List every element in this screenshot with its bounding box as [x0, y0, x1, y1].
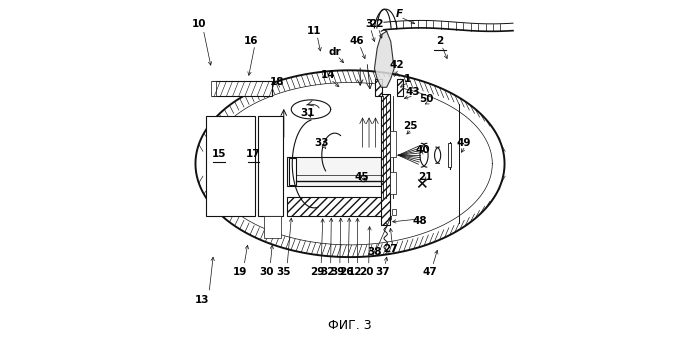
- Polygon shape: [374, 31, 394, 87]
- Text: 37: 37: [375, 267, 390, 277]
- Bar: [287, 197, 389, 216]
- Text: 47: 47: [422, 267, 438, 277]
- Text: 15: 15: [212, 149, 227, 159]
- Bar: [287, 157, 384, 186]
- Text: 20: 20: [359, 267, 374, 277]
- Text: 12: 12: [348, 267, 363, 277]
- Bar: [381, 94, 390, 225]
- Text: 49: 49: [456, 138, 471, 148]
- Text: 21: 21: [418, 172, 433, 182]
- Bar: [265, 216, 281, 238]
- Text: 2: 2: [436, 36, 444, 46]
- Text: 35: 35: [276, 267, 291, 277]
- Bar: [289, 158, 296, 185]
- Text: 14: 14: [321, 70, 335, 80]
- Text: 16: 16: [244, 36, 259, 46]
- Text: 48: 48: [412, 217, 427, 226]
- Text: F: F: [395, 9, 402, 19]
- Text: ФИГ. 3: ФИГ. 3: [328, 318, 372, 331]
- Bar: [375, 79, 382, 96]
- Text: 39: 39: [330, 267, 344, 277]
- Text: 17: 17: [246, 149, 260, 159]
- Bar: [448, 143, 452, 167]
- Text: 1: 1: [403, 74, 411, 84]
- Text: 10: 10: [192, 19, 206, 29]
- Text: 19: 19: [232, 267, 247, 277]
- Bar: [390, 172, 395, 194]
- Text: 26: 26: [339, 267, 354, 277]
- Text: 50: 50: [419, 94, 434, 104]
- Bar: [211, 81, 216, 97]
- Bar: [396, 79, 403, 96]
- Text: 27: 27: [383, 243, 398, 254]
- Text: 29: 29: [311, 267, 325, 277]
- Text: 38: 38: [368, 247, 382, 257]
- Text: 32: 32: [321, 267, 335, 277]
- Bar: [392, 209, 396, 215]
- Bar: [258, 116, 283, 216]
- Text: 31: 31: [300, 108, 315, 118]
- Text: 11: 11: [307, 26, 321, 36]
- Text: 43: 43: [405, 87, 420, 98]
- Text: 13: 13: [195, 295, 209, 305]
- Text: 3: 3: [365, 19, 372, 29]
- Bar: [378, 77, 400, 92]
- Text: 18: 18: [270, 77, 284, 87]
- Bar: [213, 81, 272, 97]
- Text: 30: 30: [260, 267, 274, 277]
- Text: 22: 22: [369, 19, 384, 29]
- Text: 46: 46: [349, 36, 364, 46]
- Polygon shape: [195, 70, 505, 257]
- Text: 45: 45: [355, 172, 369, 182]
- Bar: [206, 116, 255, 216]
- Text: dr: dr: [328, 47, 341, 57]
- Text: 42: 42: [390, 60, 404, 70]
- Text: 40: 40: [416, 145, 430, 155]
- Bar: [390, 131, 395, 157]
- Text: 33: 33: [314, 138, 328, 148]
- Text: 25: 25: [403, 121, 418, 131]
